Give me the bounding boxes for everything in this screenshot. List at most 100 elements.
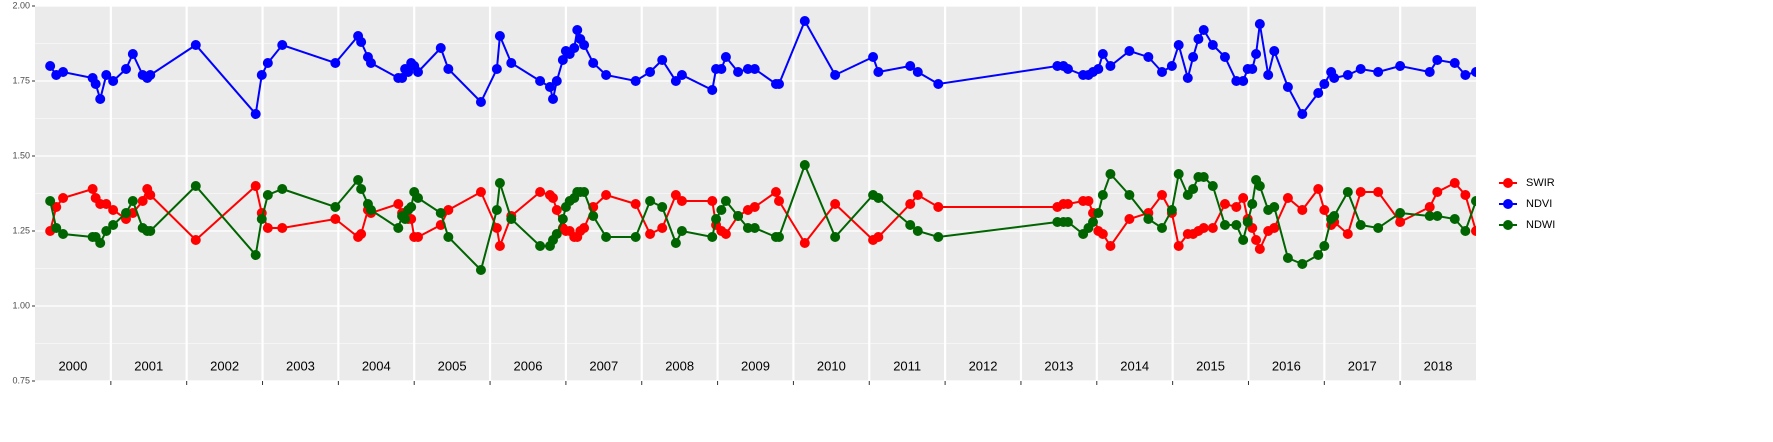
point (1355, 187, 1366, 197)
point (256, 214, 267, 224)
point (912, 67, 923, 77)
point (365, 205, 376, 215)
point (535, 76, 546, 86)
point (774, 196, 785, 206)
y-tick-label: 2.00 (12, 0, 30, 10)
point (1143, 214, 1154, 224)
point (933, 202, 944, 212)
point (95, 94, 106, 104)
point (557, 214, 568, 224)
point (101, 199, 112, 209)
point (1329, 211, 1340, 221)
point (1238, 76, 1249, 86)
point (145, 226, 156, 236)
point (45, 61, 56, 71)
point (1432, 187, 1443, 197)
year-label: 2007 (589, 358, 618, 373)
point (1173, 169, 1184, 179)
point (190, 235, 201, 245)
point (1432, 211, 1443, 221)
point (145, 70, 156, 80)
point (588, 211, 599, 221)
point (1083, 196, 1094, 206)
point (1238, 193, 1249, 203)
point (912, 190, 923, 200)
point (1193, 34, 1204, 44)
point (1105, 241, 1116, 251)
point (630, 232, 641, 242)
point (657, 55, 668, 65)
point (1424, 211, 1435, 221)
point (774, 79, 785, 89)
point (330, 58, 341, 68)
point (250, 250, 261, 260)
point (277, 223, 288, 233)
point (1062, 217, 1073, 227)
point (1143, 52, 1154, 62)
year-label: 2003 (286, 358, 315, 373)
year-label: 2013 (1044, 358, 1073, 373)
point (435, 43, 446, 53)
point (551, 76, 562, 86)
point (1424, 202, 1435, 212)
point (1319, 241, 1330, 251)
point (491, 223, 502, 233)
point (905, 199, 916, 209)
year-label: 2017 (1348, 358, 1377, 373)
point (101, 70, 112, 80)
point (933, 79, 944, 89)
point (256, 70, 267, 80)
point (799, 16, 810, 26)
point (262, 190, 273, 200)
point (601, 190, 612, 200)
point (413, 193, 424, 203)
point (51, 223, 62, 233)
point (1432, 55, 1443, 65)
point (1188, 184, 1199, 194)
point (1313, 250, 1324, 260)
point (1342, 229, 1353, 239)
point (1269, 46, 1280, 56)
point (400, 214, 411, 224)
point (645, 67, 656, 77)
point (491, 64, 502, 74)
point (443, 232, 454, 242)
point (630, 76, 641, 86)
point (774, 232, 785, 242)
point (1269, 223, 1280, 233)
point (1093, 208, 1104, 218)
point (1219, 52, 1230, 62)
legend-point (1503, 199, 1513, 209)
point (435, 208, 446, 218)
point (670, 238, 681, 248)
year-label: 2002 (210, 358, 239, 373)
point (1188, 52, 1199, 62)
point (1251, 49, 1262, 59)
point (1087, 217, 1098, 227)
point (1373, 223, 1384, 233)
point (250, 181, 261, 191)
point (1313, 184, 1324, 194)
point (716, 64, 727, 74)
point (1282, 193, 1293, 203)
point (707, 232, 718, 242)
point (494, 31, 505, 41)
point (799, 160, 810, 170)
point (551, 229, 562, 239)
point (1355, 220, 1366, 230)
point (330, 202, 341, 212)
point (1269, 202, 1280, 212)
point (579, 223, 590, 233)
point (108, 220, 119, 230)
point (548, 94, 559, 104)
point (535, 187, 546, 197)
point (720, 196, 731, 206)
point (1062, 64, 1073, 74)
point (1460, 70, 1471, 80)
point (1166, 205, 1177, 215)
point (1105, 61, 1116, 71)
point (1297, 109, 1308, 119)
point (645, 229, 656, 239)
point (676, 196, 687, 206)
